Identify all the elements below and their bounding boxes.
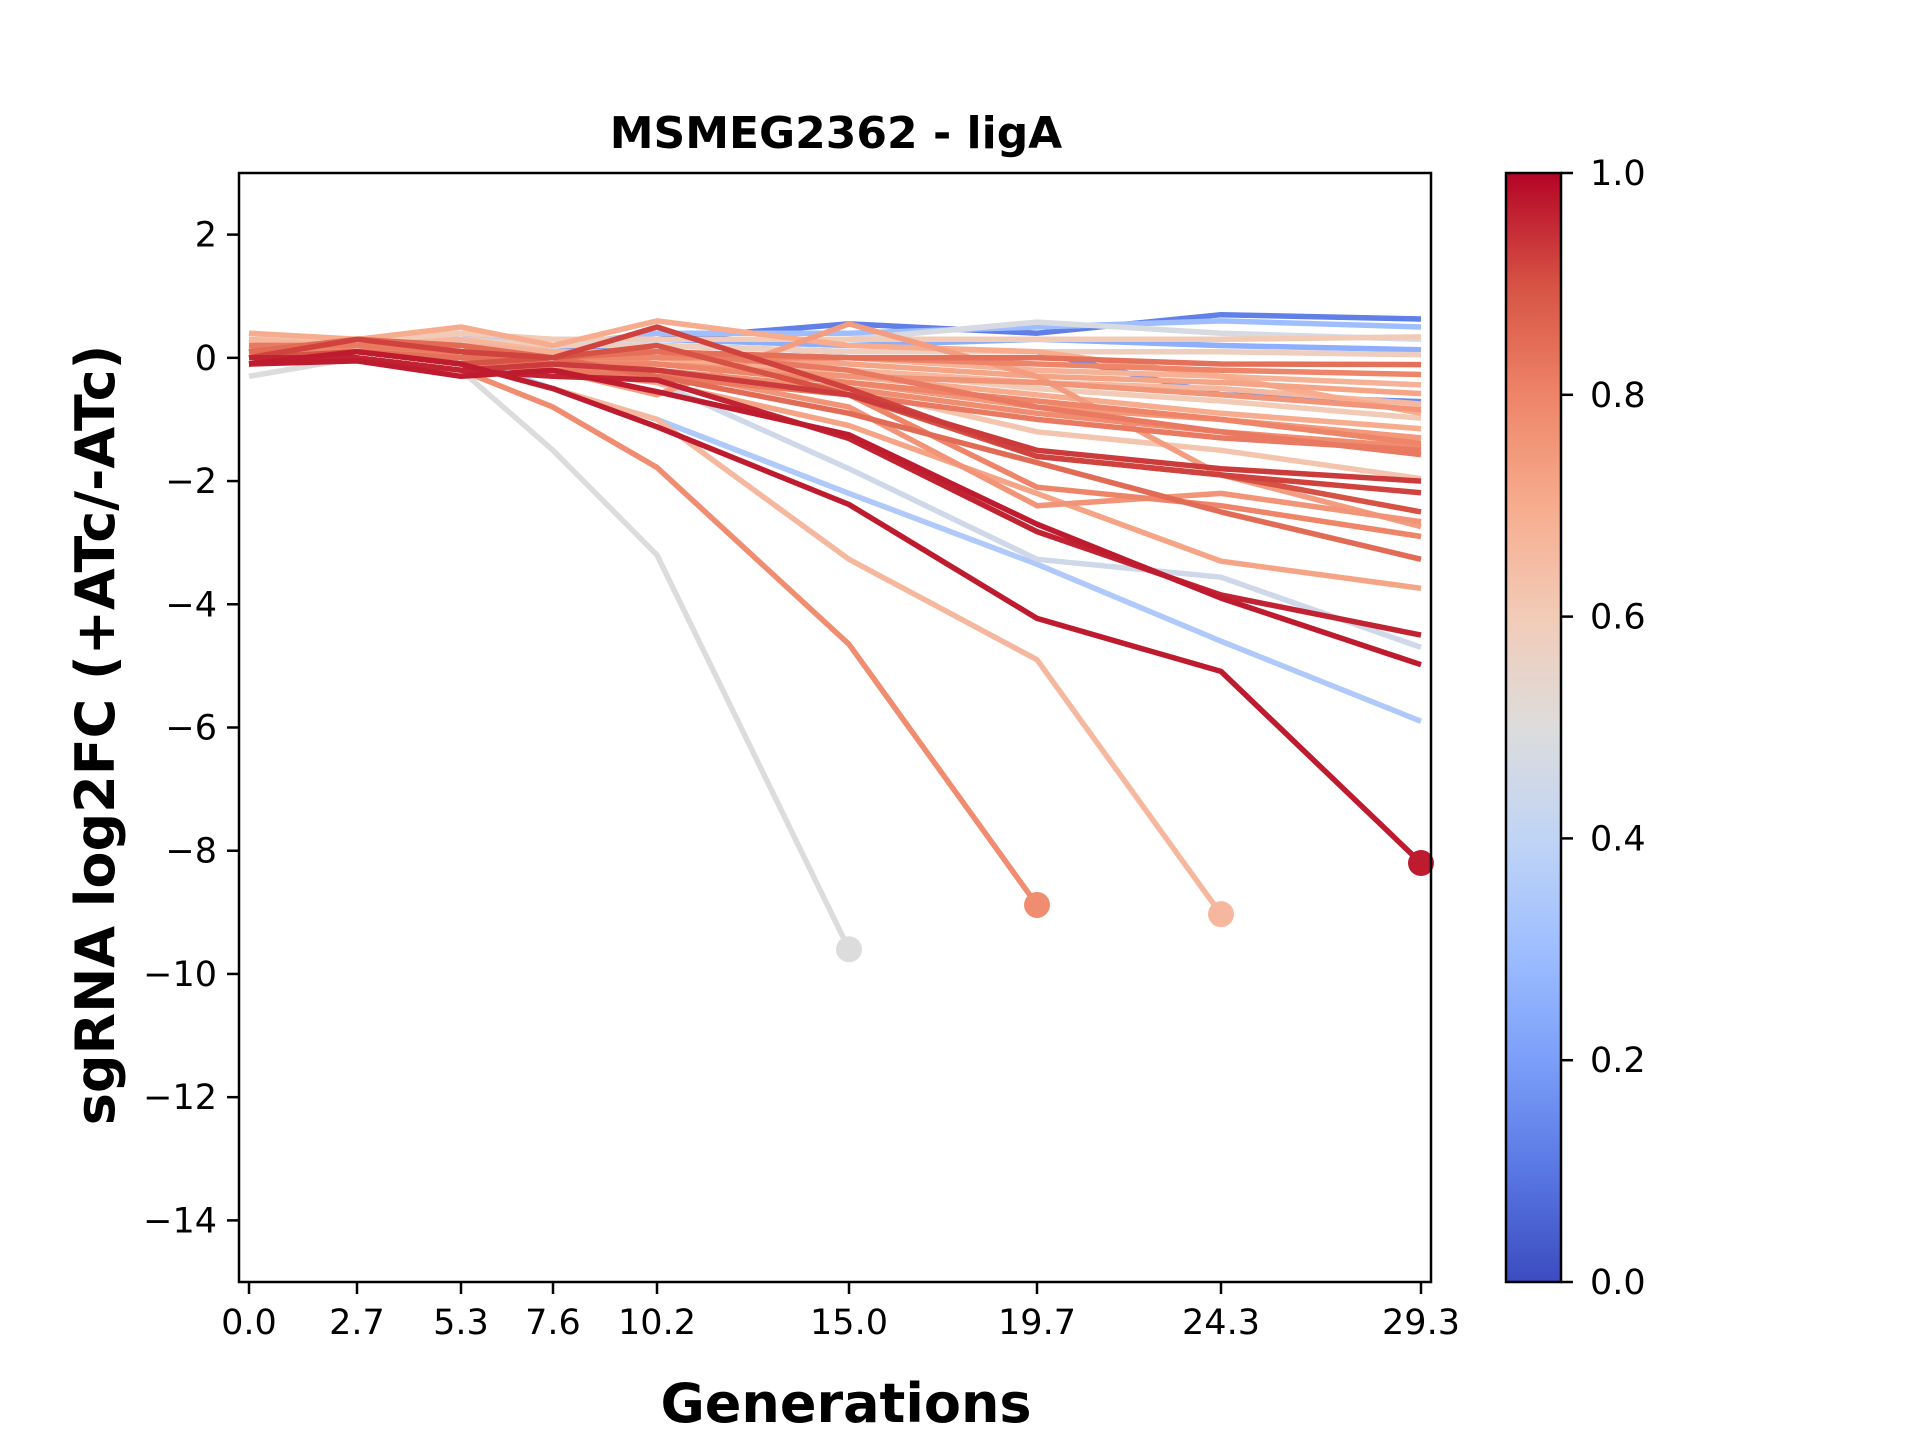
y-tick-label: −14 [143,1201,217,1241]
series-line [248,348,1040,907]
x-tick-label: 5.3 [433,1303,489,1343]
x-tick-label: 19.7 [998,1303,1076,1343]
y-axis: 2 0 −2 −4 −6 −8 −10 −12 −14 [143,216,239,1241]
colorbar-ticks: 0.0 0.2 0.4 0.6 0.8 1.0 [1561,154,1646,1303]
series-line [248,348,1423,865]
series-end-marker [1408,850,1434,877]
colorbar-tick-label: 0.2 [1590,1041,1646,1081]
colorbar-tick-label: 0.0 [1590,1263,1646,1303]
y-axis-label: sgRNA log2FC (+ATc/-ATc) [64,345,127,1126]
x-tick-label: 29.3 [1382,1303,1460,1343]
series-line [248,324,1422,496]
chart-title: MSMEG2362 - ligA [610,108,1063,159]
colorbar-tick-label: 0.8 [1590,376,1646,416]
y-tick-label: 2 [195,216,217,256]
y-tick-label: −12 [143,1078,217,1118]
series-end-marker [1208,901,1234,928]
colorbar-gradient [1504,171,1563,1284]
y-tick-label: −4 [165,585,217,625]
x-tick-label: 24.3 [1182,1303,1260,1343]
series-line [248,358,1422,668]
x-tick-label: 7.6 [525,1303,581,1343]
series-line [248,355,852,951]
colorbar-tick-label: 1.0 [1590,154,1646,194]
y-tick-label: −8 [165,832,217,872]
colorbar-tick-label: 0.6 [1590,598,1646,638]
x-tick-label: 0.0 [221,1303,277,1343]
y-tick-label: 0 [195,339,217,379]
y-tick-label: −2 [165,462,217,502]
x-tick-label: 10.2 [618,1303,696,1343]
x-axis-label: Generations [660,1372,1031,1435]
x-tick-label: 2.7 [329,1303,385,1343]
y-tick-label: −6 [165,709,217,749]
x-tick-label: 15.0 [810,1303,888,1343]
marker-layer [836,850,1434,963]
y-tick-label: −10 [143,955,217,995]
series-end-marker [1024,891,1050,918]
colorbar-tick-label: 0.4 [1590,819,1646,859]
colorbar: 0.0 0.2 0.4 0.6 0.8 1.0 [1504,154,1646,1303]
series-end-marker [836,936,862,963]
x-axis: 0.0 2.7 5.3 7.6 10.2 15.0 19.7 24.3 29.3 [221,1282,1460,1343]
series-layer [248,311,1423,951]
